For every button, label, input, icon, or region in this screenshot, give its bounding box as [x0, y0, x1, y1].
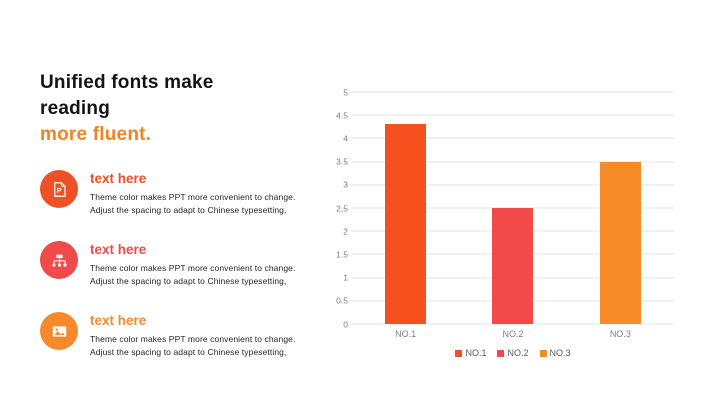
legend-item: NO.3: [539, 348, 571, 358]
item-title: text here: [90, 242, 147, 257]
y-tick-label: 0.5: [336, 295, 348, 306]
org-chart-icon: [40, 241, 78, 279]
list-item: P text here Theme color makes PPT more c…: [40, 170, 330, 217]
bar-slot: [459, 92, 566, 324]
page-title-line1: Unified fonts make: [40, 72, 214, 93]
gridline: [352, 161, 674, 163]
legend-swatch: [455, 349, 463, 357]
legend-label: NO.3: [549, 348, 571, 358]
item-title: text here: [90, 313, 147, 328]
image-icon: [40, 312, 78, 350]
list-item: text here Theme color makes PPT more con…: [40, 312, 330, 359]
bar-NO.1: [385, 124, 427, 324]
y-tick-label: 4.5: [336, 109, 348, 120]
gridline: [352, 114, 674, 116]
svg-text:P: P: [56, 186, 61, 195]
bar-chart: 0 0.5 1 1.5 2 2.5 3 3.5 4 4.5 5 NO.1 NO.2 NO.3 NO.1 N…: [336, 88, 674, 358]
y-tick-label: 4: [343, 133, 348, 144]
y-tick-label: 0: [343, 318, 348, 329]
item-body: Theme color makes PPT more convenient to…: [90, 263, 296, 286]
ppt-file-icon: P: [40, 170, 78, 208]
gridline: [352, 323, 674, 325]
intro-block: Unified fonts make reading more fluent.: [40, 70, 320, 148]
bar-slot: [567, 92, 674, 324]
legend-swatch: [539, 349, 547, 357]
item-title: text here: [90, 171, 147, 186]
y-tick-label: 3.5: [336, 156, 348, 167]
gridline: [352, 91, 674, 93]
chart-plot-area: 0 0.5 1 1.5 2 2.5 3 3.5 4 4.5 5: [336, 88, 674, 328]
y-tick-label: 1: [343, 272, 348, 283]
y-tick-label: 1.5: [336, 249, 348, 260]
page-title: Unified fonts make reading more fluent.: [40, 70, 320, 148]
bar-slot: [352, 92, 459, 324]
bars-layer: [352, 92, 674, 324]
chart-legend: NO.1 NO.2 NO.3: [352, 348, 674, 358]
y-tick-label: 3: [343, 179, 348, 190]
x-category-label: NO.2: [502, 329, 524, 339]
item-body: Theme color makes PPT more convenient to…: [90, 192, 296, 215]
legend-label: NO.2: [507, 348, 529, 358]
gridline: [352, 184, 674, 186]
page-title-accent: more fluent.: [40, 124, 152, 145]
y-tick-label: 2: [343, 225, 348, 236]
y-tick-label: 5: [343, 86, 348, 97]
legend-swatch: [497, 349, 505, 357]
legend-label: NO.1: [465, 348, 487, 358]
legend-item: NO.2: [497, 348, 529, 358]
gridline: [352, 137, 674, 139]
chart-x-axis: NO.1 NO.2 NO.3: [352, 329, 674, 339]
x-category-label: NO.1: [395, 329, 417, 339]
bar-NO.2: [492, 208, 534, 324]
feature-list: P text here Theme color makes PPT more c…: [40, 170, 330, 383]
page-title-line2: reading: [40, 98, 111, 119]
legend-item: NO.1: [455, 348, 486, 358]
y-tick-label: 2.5: [336, 202, 348, 213]
list-item: text here Theme color makes PPT more con…: [40, 241, 330, 288]
bar-NO.3: [599, 161, 641, 324]
item-body: Theme color makes PPT more convenient to…: [90, 334, 296, 357]
x-category-label: NO.3: [609, 329, 631, 339]
